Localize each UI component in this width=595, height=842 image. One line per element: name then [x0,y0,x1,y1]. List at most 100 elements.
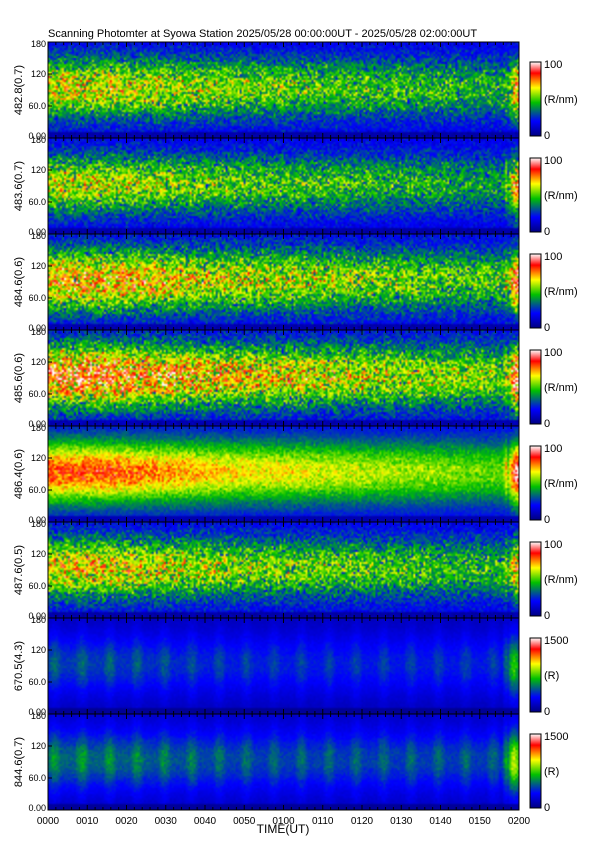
panel-2: 0.00 60.0 120 180 483.6(0.7) 100 0 (R/nm) [13,135,578,238]
y-tick-label: 180 [31,327,46,337]
colorbar [529,541,542,617]
heatmap-4 [48,330,519,426]
colorbar-unit-label: (R/nm) [544,382,578,394]
colorbar-unit-label: (R) [544,766,559,778]
colorbar [529,349,542,425]
colorbar [529,733,542,809]
y-tick-label: 0.00 [28,707,46,717]
y-tick-label: 0.00 [28,227,46,237]
x-tick-label: 0100 [272,816,295,827]
colorbar-max-label: 100 [544,59,562,71]
panel-6: 0.00 60.0 120 180 487.6(0.5) 100 0 (R/nm) [13,519,578,622]
panel-4: 0.00 60.0 120 180 485.6(0.6) 100 0 (R/nm) [13,327,578,430]
heatmap-3 [48,234,519,330]
y-tick-label: 0.00 [28,323,46,333]
panel-8: 0.00 60.0 120 180 844.6(0.7) 1500 0 (R) [13,711,568,814]
x-tick-label: 0050 [233,816,256,827]
y-tick-label: 120 [31,453,46,463]
panel-5: 0.00 60.0 120 180 486.4(0.6) 100 0 (R/nm) [13,423,578,526]
heatmap-2 [48,138,519,234]
y-tick-label: 120 [31,645,46,655]
panel-1: 0.00 60.0 120 180 482.8(0.7) 100 0 (R/nm) [13,39,578,142]
x-axis: 0000 0010 0020 0030 0040 0050 0100 0110 0120 0130… [37,816,531,827]
colorbar-min-label: 0 [544,130,550,142]
heatmap-7 [48,618,519,714]
y-axis-label: 486.4(0.6) [13,449,25,499]
y-tick-label: 0.00 [28,611,46,621]
y-tick-label: 180 [31,231,46,241]
y-tick-label: 180 [31,135,46,145]
y-axis-label: 487.6(0.5) [13,545,25,595]
colorbar-max-label: 1500 [544,635,568,647]
y-axis-label: 844.6(0.7) [13,737,25,787]
heatmap-1 [48,42,519,138]
y-tick-label: 120 [31,741,46,751]
x-tick-label: 0110 [312,816,334,827]
y-axis-label: 485.6(0.6) [13,353,25,403]
colorbar [529,445,542,521]
colorbar [529,637,542,713]
x-axis-label: TIME(UT) [257,822,310,836]
x-tick-label: 0010 [76,816,99,827]
y-tick-label: 0.00 [28,419,46,429]
y-tick-label: 60.0 [28,677,46,687]
colorbar-min-label: 0 [544,226,550,238]
panel-stack: 0.00 60.0 120 180 482.8(0.7) 100 0 (R/nm) 0.00 60… [13,39,578,814]
colorbar-unit-label: (R) [544,670,559,682]
heatmap-6 [48,522,519,618]
y-tick-label: 180 [31,519,46,529]
y-axis-label: 482.8(0.7) [13,65,25,115]
x-tick-label: 0120 [351,816,374,827]
colorbar-max-label: 100 [544,155,562,167]
colorbar-min-label: 0 [544,706,550,718]
x-tick-label: 0020 [115,816,138,827]
x-tick-label: 0030 [155,816,178,827]
y-tick-label: 0.00 [28,515,46,525]
colorbar [529,253,542,329]
y-tick-label: 60.0 [28,293,46,303]
panel-7: 0.00 60.0 120 180 670.5(4.3) 1500 0 (R) [13,615,568,718]
heatmap-8 [48,714,519,810]
y-tick-label: 60.0 [28,101,46,111]
x-tick-label: 0130 [390,816,413,827]
y-tick-label: 0.00 [28,131,46,141]
colorbar-max-label: 100 [544,347,562,359]
y-tick-label: 120 [31,261,46,271]
colorbar-min-label: 0 [544,322,550,334]
y-tick-label: 120 [31,165,46,175]
heatmap-5 [48,426,519,522]
y-tick-label: 60.0 [28,485,46,495]
colorbar-max-label: 100 [544,539,562,551]
y-tick-label: 60.0 [28,773,46,783]
y-axis-label: 483.6(0.7) [13,161,25,211]
colorbar-min-label: 0 [544,514,550,526]
colorbar-max-label: 1500 [544,731,568,743]
x-tick-label: 0000 [37,816,60,827]
panel-3: 0.00 60.0 120 180 484.6(0.6) 100 0 (R/nm) [13,231,578,334]
colorbar-max-label: 100 [544,443,562,455]
x-tick-label: 0140 [429,816,452,827]
colorbar-unit-label: (R/nm) [544,574,578,586]
colorbar [529,157,542,233]
chart-title: Scanning Photomter at Syowa Station 2025… [48,28,477,40]
y-tick-label: 120 [31,549,46,559]
y-tick-label: 180 [31,615,46,625]
colorbar-min-label: 0 [544,802,550,814]
y-tick-label: 180 [31,39,46,49]
y-tick-label: 180 [31,423,46,433]
y-tick-label: 120 [31,357,46,367]
y-tick-label: 60.0 [28,197,46,207]
colorbar-unit-label: (R/nm) [544,478,578,490]
y-axis-label: 484.6(0.6) [13,257,25,307]
y-tick-label: 180 [31,711,46,721]
colorbar-unit-label: (R/nm) [544,286,578,298]
x-tick-label: 0040 [194,816,217,827]
x-tick-label: 0150 [469,816,492,827]
x-tick-label: 0200 [508,816,531,827]
y-tick-label: 0.00 [28,803,46,813]
y-tick-label: 60.0 [28,389,46,399]
colorbar-unit-label: (R/nm) [544,190,578,202]
y-axis-label: 670.5(4.3) [13,641,25,691]
colorbar [529,61,542,137]
